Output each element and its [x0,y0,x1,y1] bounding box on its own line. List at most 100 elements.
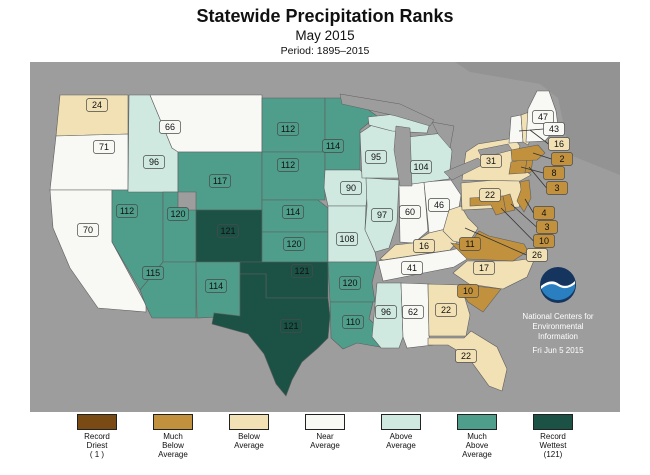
label-mn: 114 [322,139,344,153]
svg-text:3: 3 [544,222,549,232]
state-fl [427,330,508,392]
svg-text:90: 90 [346,183,356,193]
legend-item-much-below: Much Below Average [135,414,211,459]
label-sc: 10 [457,284,479,298]
label-wa: 24 [86,98,108,112]
svg-text:22: 22 [485,190,495,200]
svg-text:117: 117 [213,176,227,186]
svg-text:104: 104 [413,162,428,172]
label-ga: 22 [435,303,457,317]
svg-text:97: 97 [377,210,387,220]
great-lakes [339,93,513,187]
callout-label-md: 10 [533,234,555,248]
label-al: 62 [402,305,424,319]
svg-text:10: 10 [463,286,473,296]
svg-text:71: 71 [99,142,109,152]
label-ut: 120 [167,207,189,221]
svg-text:114: 114 [209,281,223,291]
label-id: 96 [143,155,165,169]
svg-text:22: 22 [441,305,451,315]
label-wy: 117 [209,174,231,188]
svg-text:96: 96 [381,307,391,317]
svg-text:24: 24 [92,100,102,110]
svg-text:10: 10 [539,236,549,246]
label-ok: 121 [291,264,313,278]
label-ms: 96 [375,305,397,319]
svg-text:70: 70 [83,225,93,235]
svg-text:115: 115 [146,268,160,278]
label-tx: 121 [280,319,302,333]
svg-text:41: 41 [407,263,417,273]
label-pa: 22 [479,188,501,202]
svg-text:95: 95 [371,152,381,162]
label-sd: 112 [277,158,299,172]
callout-label-de: 3 [536,220,558,234]
svg-text:62: 62 [408,307,418,317]
callout-label-vt: 43 [543,122,565,136]
callout-line-md [500,207,534,242]
svg-text:43: 43 [549,124,559,134]
label-wi: 95 [365,150,387,164]
svg-text:11: 11 [465,239,474,249]
label-il: 97 [371,208,393,222]
noaa-credit-block: National Centers for Environmental Infor… [505,266,611,356]
state-de [502,193,516,213]
svg-text:16: 16 [554,139,564,149]
label-ca: 70 [77,223,99,237]
callout-line-ct [520,166,544,174]
label-la: 110 [342,315,364,329]
svg-text:114: 114 [286,207,300,217]
legend-item-below: Below Average [211,414,287,459]
callout-label-nj: 4 [533,206,555,220]
noaa-credit-date: Fri Jun 5 2015 [532,346,584,355]
svg-text:112: 112 [281,160,295,170]
state-tx [211,273,331,397]
callout-line-nj [524,198,534,214]
state-or [49,133,129,191]
label-mt: 66 [159,120,181,134]
legend-swatch-near [305,414,345,430]
legend-item-near: Near Average [287,414,363,459]
callout-label-nh: 16 [548,137,570,151]
state-wv [442,205,479,245]
lake-superior [339,93,435,127]
svg-text:17: 17 [479,263,489,273]
legend-swatch-above [381,414,421,430]
state-labels: 24 71 70 112 96 66 117 120 121 115 114 1… [77,98,573,363]
svg-text:60: 60 [405,207,415,217]
svg-text:121: 121 [294,266,309,276]
svg-text:66: 66 [165,122,175,132]
canada-landmass [455,62,620,175]
states-layer [49,90,559,397]
label-mo: 108 [336,232,358,246]
svg-text:4: 4 [541,208,546,218]
svg-text:114: 114 [326,141,340,151]
svg-text:47: 47 [538,112,548,122]
legend-item-record-wettest: Record Wettest (121) [515,414,591,459]
label-nd: 112 [277,122,299,136]
label-va: 11 [459,237,481,251]
svg-text:2: 2 [559,154,564,164]
label-nc: 17 [473,261,495,275]
legend-swatch-below [229,414,269,430]
label-tn: 41 [401,261,423,275]
label-ne: 114 [282,205,304,219]
legend-item-record-driest: Record Driest( 1 ) [59,414,135,459]
svg-text:31: 31 [486,156,496,166]
state-vt [508,114,524,144]
svg-text:16: 16 [419,241,429,251]
svg-text:110: 110 [346,317,360,327]
legend-swatch-record-wettest [533,414,573,430]
svg-text:121: 121 [220,226,235,236]
callout-line-wv [464,227,527,256]
lake-michigan [393,125,413,187]
label-ny: 31 [480,154,502,168]
svg-text:120: 120 [286,239,301,249]
svg-text:26: 26 [532,250,542,260]
page-title: Statewide Precipitation Ranks [196,6,454,26]
svg-text:96: 96 [149,157,159,167]
svg-text:120: 120 [342,278,357,288]
callout-line-nh [529,129,549,145]
label-ia: 90 [340,181,362,195]
